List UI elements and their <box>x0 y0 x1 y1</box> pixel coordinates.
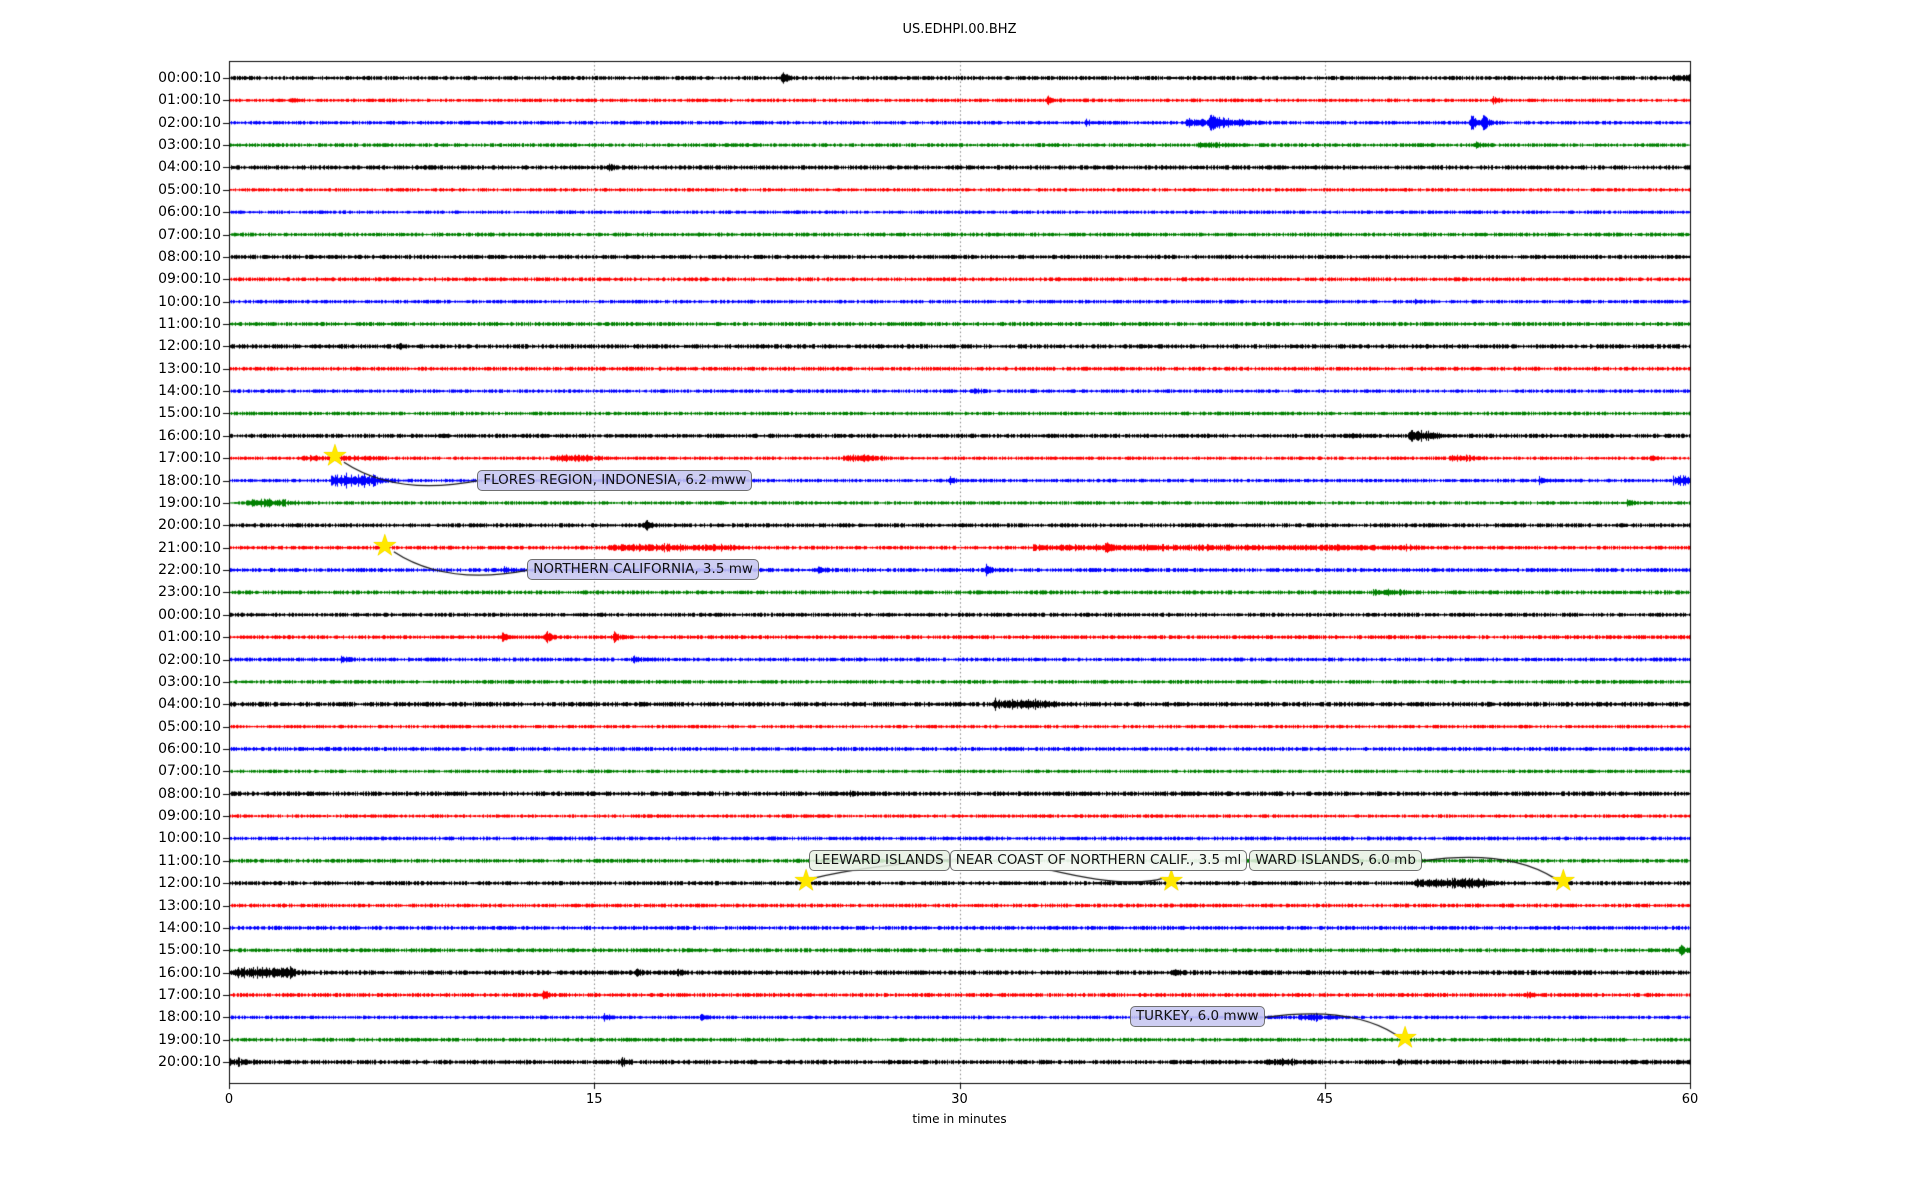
y-tick-label: 13:00:10 <box>158 897 221 914</box>
x-tick-label: 45 <box>1316 1092 1334 1107</box>
y-tick-label: 04:00:10 <box>158 696 221 713</box>
y-tick-label: 09:00:10 <box>158 808 221 825</box>
y-tick-label: 16:00:10 <box>158 964 221 981</box>
x-tick-label: 0 <box>224 1092 234 1107</box>
y-tick-label: 07:00:10 <box>158 226 221 243</box>
y-tick-label: 05:00:10 <box>158 181 221 198</box>
y-tick-label: 10:00:10 <box>158 293 221 310</box>
y-tick-label: 01:00:10 <box>158 92 221 109</box>
y-tick-label: 05:00:10 <box>158 718 221 735</box>
y-tick-label: 09:00:10 <box>158 271 221 288</box>
event-star-icon: ★ <box>371 528 399 564</box>
event-star-icon: ★ <box>1549 863 1577 899</box>
event-label-norcal: NORTHERN CALIFORNIA, 3.5 mw <box>527 559 759 581</box>
y-tick-label: 12:00:10 <box>158 338 221 355</box>
y-tick-label: 23:00:10 <box>158 584 221 601</box>
event-label-flores: FLORES REGION, INDONESIA, 6.2 mww <box>477 469 753 491</box>
event-label-leeward-2: WARD ISLANDS, 6.0 mb <box>1249 849 1422 871</box>
event-star-icon: ★ <box>321 438 349 474</box>
page-title: US.EDHPI.00.BHZ <box>902 22 1017 37</box>
y-tick-label: 18:00:10 <box>158 472 221 489</box>
y-tick-label: 19:00:10 <box>158 1031 221 1048</box>
x-tick-label: 30 <box>951 1092 968 1107</box>
y-tick-label: 01:00:10 <box>158 629 221 646</box>
y-tick-label: 03:00:10 <box>158 137 221 154</box>
y-tick-label: 10:00:10 <box>158 830 221 847</box>
y-tick-label: 14:00:10 <box>158 919 221 936</box>
y-tick-label: 22:00:10 <box>158 562 221 579</box>
y-tick-label: 11:00:10 <box>158 316 221 333</box>
event-label-near-coast: NEAR COAST OF NORTHERN CALIF., 3.5 ml <box>949 849 1248 871</box>
y-tick-label: 17:00:10 <box>158 987 221 1003</box>
y-tick-label: 13:00:10 <box>158 360 221 377</box>
y-tick-label: 21:00:10 <box>158 539 221 556</box>
y-tick-label: 07:00:10 <box>158 763 221 780</box>
y-tick-label: 00:00:10 <box>158 606 221 623</box>
event-star-icon: ★ <box>1391 1020 1419 1056</box>
y-tick-label: 11:00:10 <box>158 852 221 869</box>
event-label-turkey: TURKEY, 6.0 mww <box>1129 1006 1265 1028</box>
x-tick-label: 15 <box>585 1092 603 1107</box>
y-tick-label: 08:00:10 <box>158 785 221 802</box>
x-axis-label: time in minutes <box>912 1112 1007 1126</box>
y-tick-label: 15:00:10 <box>158 405 221 422</box>
event-star-icon: ★ <box>792 863 820 899</box>
y-tick-label: 16:00:10 <box>158 427 221 444</box>
y-tick-label: 17:00:10 <box>158 450 221 467</box>
x-tick-label: 60 <box>1681 1092 1699 1107</box>
y-tick-label: 18:00:10 <box>158 1009 221 1026</box>
y-tick-label: 20:00:10 <box>158 517 221 534</box>
y-tick-label: 04:00:10 <box>158 159 221 176</box>
y-tick-label: 06:00:10 <box>158 204 221 221</box>
y-tick-label: 14:00:10 <box>158 383 221 400</box>
y-tick-label: 15:00:10 <box>158 942 221 959</box>
y-tick-label: 00:00:10 <box>158 70 221 86</box>
y-tick-label: 02:00:10 <box>158 114 221 131</box>
event-star-icon: ★ <box>1157 863 1185 899</box>
y-tick-label: 06:00:10 <box>158 740 221 757</box>
y-tick-label: 20:00:10 <box>158 1054 221 1071</box>
y-tick-label: 08:00:10 <box>158 248 221 265</box>
y-tick-label: 19:00:10 <box>158 494 221 511</box>
event-label-leeward-1: LEEWARD ISLANDS <box>808 849 950 871</box>
y-tick-label: 02:00:10 <box>158 651 221 668</box>
y-tick-label: 03:00:10 <box>158 673 221 690</box>
y-tick-label: 12:00:10 <box>158 875 221 892</box>
